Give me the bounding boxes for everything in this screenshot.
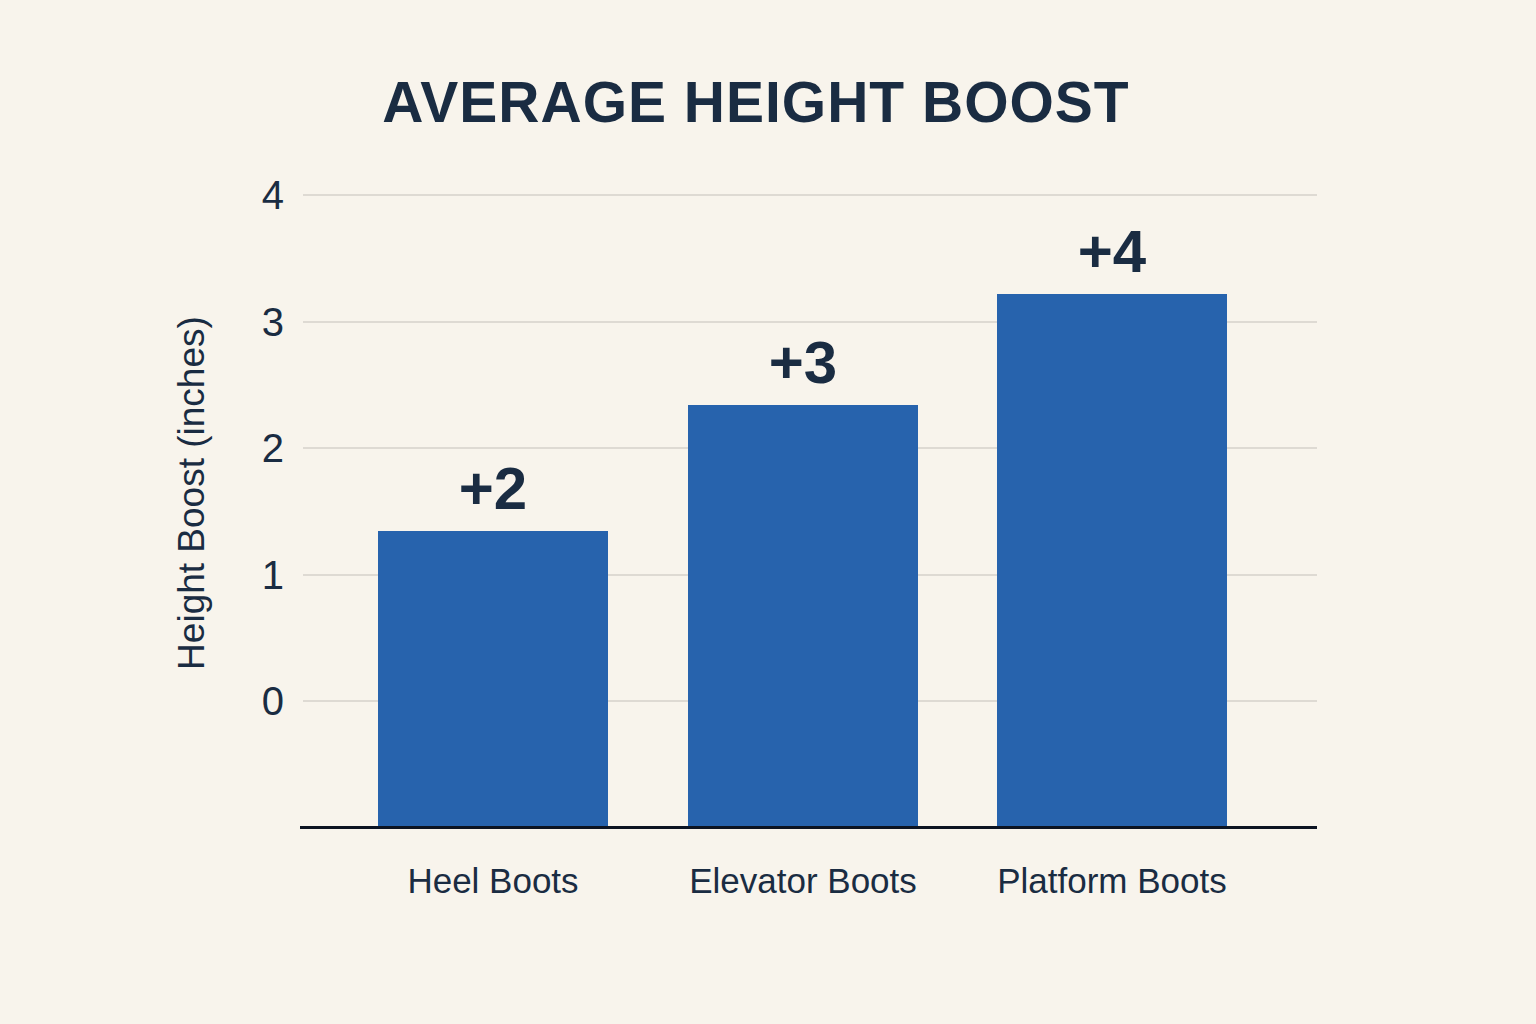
bar-chart: AVERAGE HEIGHT BOOST Height Boost (inche… [0,0,1536,1024]
y-tick-label: 1 [180,548,284,602]
bar [997,294,1227,827]
x-axis-line [300,826,1317,829]
category-label: Heel Boots [338,858,648,904]
y-tick-label: 4 [180,168,284,222]
bar-value-label: +3 [648,327,958,399]
category-label: Platform Boots [957,858,1267,904]
bar-value-label: +4 [957,216,1267,288]
y-tick-label: 0 [180,674,284,728]
bar-value-label: +2 [338,453,648,525]
y-tick-label: 2 [180,421,284,475]
chart-title: AVERAGE HEIGHT BOOST [0,70,1524,134]
bar [378,531,608,827]
bar [688,405,918,827]
category-label: Elevator Boots [648,858,958,904]
gridline [303,194,1317,196]
y-tick-label: 3 [180,295,284,349]
